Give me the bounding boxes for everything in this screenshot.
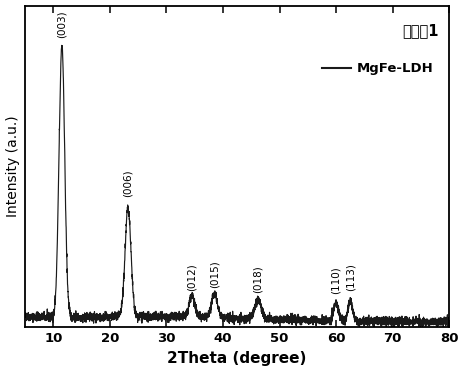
Text: (006): (006) xyxy=(123,169,133,197)
Text: (015): (015) xyxy=(209,260,219,288)
Text: (018): (018) xyxy=(252,266,263,294)
Y-axis label: Intensity (a.u.): Intensity (a.u.) xyxy=(6,115,19,217)
Text: 实施例1: 实施例1 xyxy=(401,23,438,38)
Text: (113): (113) xyxy=(344,263,355,291)
Text: (012): (012) xyxy=(187,263,196,291)
Text: (110): (110) xyxy=(331,266,340,294)
Text: (003): (003) xyxy=(57,10,67,38)
X-axis label: 2Theta (degree): 2Theta (degree) xyxy=(167,352,306,366)
Legend: MgFe-LDH: MgFe-LDH xyxy=(316,57,438,81)
